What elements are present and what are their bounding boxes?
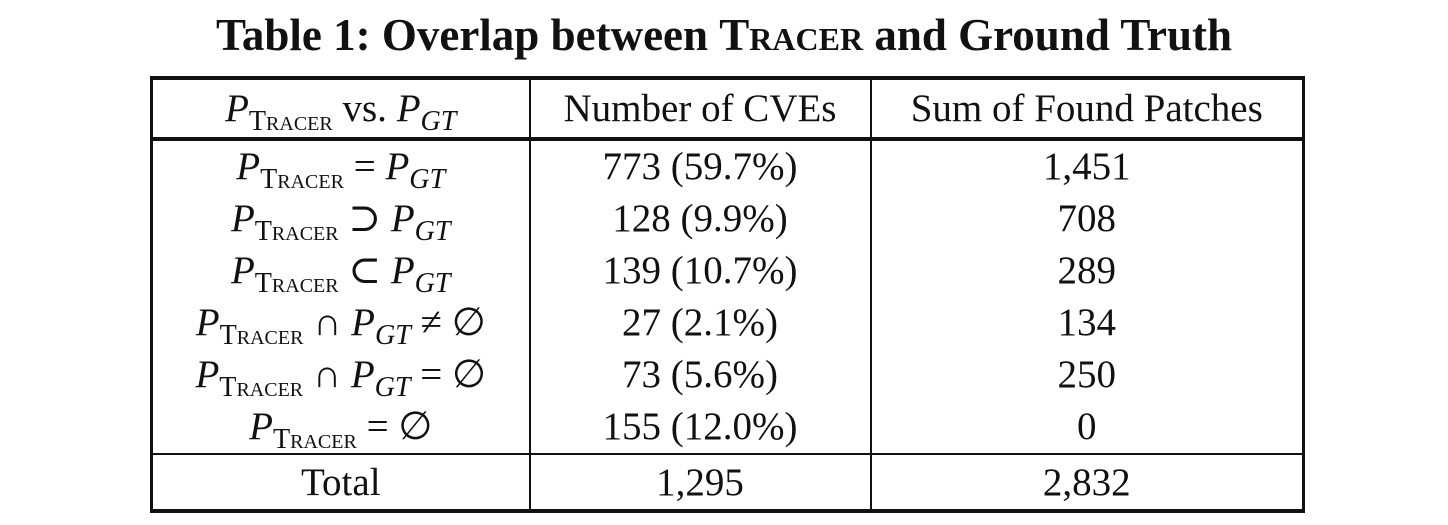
row-cves: 73 (5.6%) bbox=[528, 349, 872, 401]
total-label: Total bbox=[150, 453, 531, 511]
row-p1: P bbox=[195, 301, 220, 344]
row-p2: P bbox=[390, 197, 415, 240]
table-row: PTracer = ∅ 155 (12.0%) 0 bbox=[150, 401, 1305, 455]
row-tail: = ∅ bbox=[410, 353, 487, 396]
row-sub2: GT bbox=[374, 319, 411, 351]
row-p2: P bbox=[385, 145, 410, 188]
row-sub1: Tracer bbox=[273, 423, 357, 455]
row-tail: ≠ ∅ bbox=[410, 301, 486, 344]
header-sum-of-patches: Sum of Found Patches bbox=[869, 78, 1305, 141]
total-patches: 2,832 bbox=[869, 453, 1305, 511]
table-row: PTracer ⊃ PGT 128 (9.9%) 708 bbox=[150, 193, 1305, 247]
table-row: PTracer = PGT 773 (59.7%) 1,451 bbox=[150, 139, 1305, 195]
row-sub1: Tracer bbox=[219, 371, 304, 403]
row-operator: = ∅ bbox=[356, 405, 433, 448]
row-patches: 134 bbox=[869, 297, 1305, 349]
row-p2: P bbox=[351, 301, 375, 344]
row-sub2: GT bbox=[414, 267, 451, 299]
row-patches: 0 bbox=[869, 401, 1305, 454]
table-row: PTracer ∩ PGT ≠ ∅ 27 (2.1%) 134 bbox=[150, 297, 1305, 351]
row-sub2: GT bbox=[414, 215, 451, 247]
row-operator: ∩ bbox=[303, 301, 352, 344]
row-p1: P bbox=[249, 405, 273, 448]
row-operator: ∩ bbox=[303, 353, 351, 396]
row-patches: 289 bbox=[869, 245, 1305, 297]
row-operator: ⊂ bbox=[338, 249, 391, 292]
header-p2: P bbox=[396, 87, 421, 130]
row-cves: 139 (10.7%) bbox=[528, 245, 872, 297]
total-cves: 1,295 bbox=[528, 453, 872, 511]
table-body: PTracer = PGT 773 (59.7%) 1,451 PTracer ⊃ P… bbox=[150, 139, 1305, 455]
overlap-table: PTracer vs. PGT Number of CVEs Sum of Fo… bbox=[150, 76, 1305, 513]
row-patches: 1,451 bbox=[869, 139, 1305, 193]
header-row: PTracer vs. PGT Number of CVEs Sum of Fo… bbox=[150, 78, 1305, 141]
caption-prefix: Table 1: Overlap between bbox=[215, 10, 720, 60]
row-p2: P bbox=[390, 249, 415, 292]
row-comparison: PTracer = PGT bbox=[150, 139, 531, 195]
row-comparison: PTracer ⊃ PGT bbox=[150, 193, 531, 247]
row-comparison: PTracer ∩ PGT ≠ ∅ bbox=[150, 297, 531, 351]
row-cves: 27 (2.1%) bbox=[528, 297, 872, 349]
row-p1: P bbox=[230, 197, 255, 240]
row-comparison: PTracer = ∅ bbox=[150, 401, 531, 455]
table-row: PTracer ⊂ PGT 139 (10.7%) 289 bbox=[150, 245, 1305, 299]
row-cves: 128 (9.9%) bbox=[528, 193, 872, 245]
caption-suffix: and Ground Truth bbox=[863, 10, 1233, 60]
table-row: PTracer ∩ PGT = ∅ 73 (5.6%) 250 bbox=[150, 349, 1305, 403]
row-sub2: GT bbox=[374, 371, 411, 403]
row-sub1: Tracer bbox=[219, 319, 304, 351]
header-comparison: PTracer vs. PGT bbox=[150, 78, 531, 141]
row-sub1: Tracer bbox=[254, 267, 339, 299]
row-operator: = bbox=[343, 145, 386, 188]
row-patches: 250 bbox=[869, 349, 1305, 401]
row-p1: P bbox=[230, 249, 255, 292]
header-number-of-cves: Number of CVEs bbox=[528, 78, 872, 141]
total-row: Total 1,295 2,832 bbox=[150, 453, 1305, 511]
header-sub2: GT bbox=[420, 105, 457, 137]
row-sub2: GT bbox=[409, 163, 446, 195]
row-cves: 773 (59.7%) bbox=[528, 139, 872, 193]
header-p1: P bbox=[225, 87, 249, 130]
row-operator: ⊃ bbox=[338, 197, 391, 240]
row-p2: P bbox=[350, 353, 375, 396]
row-p1: P bbox=[236, 145, 261, 188]
row-comparison: PTracer ∩ PGT = ∅ bbox=[150, 349, 531, 403]
row-patches: 708 bbox=[869, 193, 1305, 245]
header-sub1: Tracer bbox=[248, 105, 333, 137]
header-vs: vs. bbox=[332, 87, 397, 130]
row-cves: 155 (12.0%) bbox=[528, 401, 872, 454]
row-comparison: PTracer ⊂ PGT bbox=[150, 245, 531, 299]
row-sub1: Tracer bbox=[254, 215, 339, 247]
caption-tool-name: Tracer bbox=[719, 10, 864, 60]
table-caption: Table 1: Overlap between Tracer and Grou… bbox=[0, 6, 1448, 64]
row-p1: P bbox=[195, 353, 220, 396]
row-sub1: Tracer bbox=[260, 163, 344, 195]
